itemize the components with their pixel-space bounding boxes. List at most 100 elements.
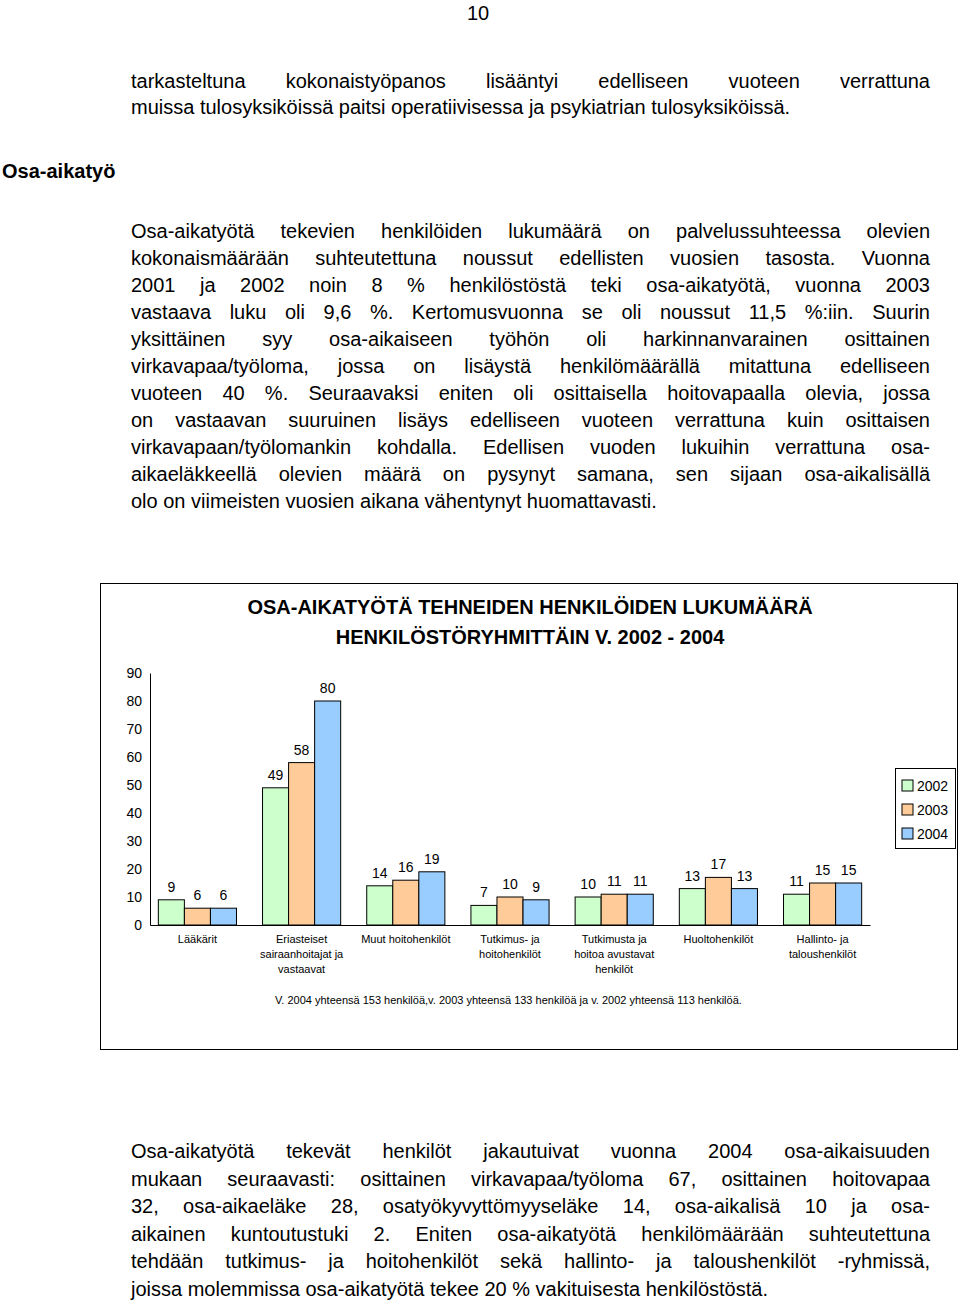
y-tick: 0 [134,917,150,933]
data-label: 15 [841,862,857,878]
data-label: 6 [220,887,228,903]
text-line: on vastaavan suuruinen lisäys edelliseen… [131,407,930,434]
data-label: 11 [607,873,622,889]
y-tick: 70 [126,721,150,737]
x-tick: Lääkärit [178,925,217,945]
legend-swatch [902,780,913,791]
bar [836,883,862,925]
data-label: 17 [711,856,727,872]
legend-swatch [902,828,913,839]
y-tick: 40 [126,805,150,821]
y-tick-label: 40 [126,805,142,821]
y-tick: 50 [126,777,150,793]
y-tick-label: 90 [126,665,142,681]
bar [184,908,210,925]
text-line: olo on viimeisten vuosien aikana vähenty… [131,488,930,515]
bar [315,701,341,925]
text-line: 2001 ja 2002 noin 8 % henkilöstöstä teki… [131,272,930,299]
data-label: 80 [320,680,336,696]
text-line: vuoteen 40 %. Seuraavaksi eniten oli osi… [131,380,930,407]
y-tick-label: 20 [126,861,142,877]
text-line: Osa-aikatyötä tekevien henkilöiden lukum… [131,218,930,245]
data-label: 13 [737,868,753,884]
data-label: 11 [789,873,804,889]
y-tick: 90 [126,665,150,681]
side-heading: Osa-aikatyö [2,158,115,185]
bar [627,894,653,925]
y-tick: 20 [126,861,150,877]
y-axis-line [150,674,151,926]
bar [419,872,445,925]
y-tick-label: 50 [126,777,142,793]
data-label: 58 [294,742,310,758]
text-line: joissa molemmissa osa-aikatyötä tekee 20… [131,1276,930,1303]
text-line: 32, osa-aikaeläke 28, osatyökyvyttömyyse… [131,1193,930,1220]
bars [158,701,861,925]
bar [210,908,236,925]
x-tick: Tutkimusta jahoitoa avustavathenkilöt [574,925,654,975]
data-label: 6 [194,887,202,903]
data-label: 49 [268,767,284,783]
x-tick-label: Tutkimus- jahoitohenkilöt [479,933,541,960]
chart-frame [101,584,958,1050]
y-tick: 80 [126,693,150,709]
chart-title: OSA-AIKATYÖTÄ TEHNEIDEN HENKILÖIDEN LUKU… [247,596,812,618]
text-line: muissa tulosyksiköissä paitsi operatiivi… [131,94,930,121]
x-tick-label: Tutkimusta jahoitoa avustavathenkilöt [574,933,654,975]
x-axis-line [151,925,871,926]
legend-swatch [902,804,913,815]
x-tick-label: Eriasteisetsairaanhoitajat javastaavat [260,933,344,975]
data-label: 13 [685,868,701,884]
x-tick: Hallinto- jataloushenkilöt [789,925,856,960]
text-line: virkavapaan/työlomankin kohdalla. Edelli… [131,434,930,461]
legend-frame [896,769,956,849]
data-label: 16 [398,859,414,875]
data-label: 9 [532,879,540,895]
bar [393,880,419,925]
text-line: tarkasteltuna kokonaistyöpanos lisääntyi… [131,68,930,95]
y-tick-label: 10 [126,889,142,905]
page-number: 10 [0,0,956,26]
x-tick-label: Lääkärit [178,933,217,945]
y-tick-label: 70 [126,721,142,737]
y-axis: 0 10 20 30 40 50 60 70 80 90 [126,665,150,933]
bar [575,897,601,925]
text-line: Osa-aikatyötä tekevät henkilöt jakautuiv… [131,1138,930,1165]
data-label: 11 [633,873,648,889]
chart: OSA-AIKATYÖTÄ TEHNEIDEN HENKILÖIDEN LUKU… [100,583,958,1050]
y-tick-label: 0 [134,917,142,933]
bar [523,900,549,925]
x-tick-label: Muut hoitohenkilöt [361,933,450,945]
x-tick: Muut hoitohenkilöt [361,925,450,945]
chart-title: HENKILÖSTÖRYHMITTÄIN V. 2002 - 2004 [336,626,726,648]
y-tick-label: 80 [126,693,142,709]
x-tick-label: Hallinto- jataloushenkilöt [789,933,856,960]
bar [705,877,731,925]
text-line: aikaeläkkeellä olevien määrä on pysynyt … [131,461,930,488]
legend: 200220032004 [896,769,956,849]
y-tick-label: 30 [126,833,142,849]
legend-label: 2003 [917,802,948,818]
x-tick: Huoltohenkilöt [684,925,754,945]
x-tick: Eriasteisetsairaanhoitajat javastaavat [260,925,344,975]
bar [731,889,757,925]
bar [810,883,836,925]
bar [679,889,705,925]
data-label: 7 [480,884,488,900]
text-line: aikainen kuntoutustuki 2. Eniten osa-aik… [131,1221,930,1248]
chart-note: V. 2004 yhteensä 153 henkilöä,v. 2003 yh… [275,994,742,1006]
bar [497,897,523,925]
text-line: virkavapaa/työloma, jossa on lisäystä he… [131,353,930,380]
x-axis: Lääkärit Eriasteisetsairaanhoitajat javas… [151,925,871,975]
data-label: 9 [167,879,175,895]
bar [471,905,497,925]
bar [289,763,315,925]
text-line: mukaan seuraavasti: osittainen virkavapa… [131,1166,930,1193]
bar [601,894,627,925]
data-label: 15 [815,862,831,878]
text-line: tehdään tutkimus- ja hoitohenkilöt sekä … [131,1248,930,1275]
y-tick: 60 [126,749,150,765]
y-tick-label: 60 [126,749,142,765]
y-tick: 10 [126,889,150,905]
bar [784,894,810,925]
